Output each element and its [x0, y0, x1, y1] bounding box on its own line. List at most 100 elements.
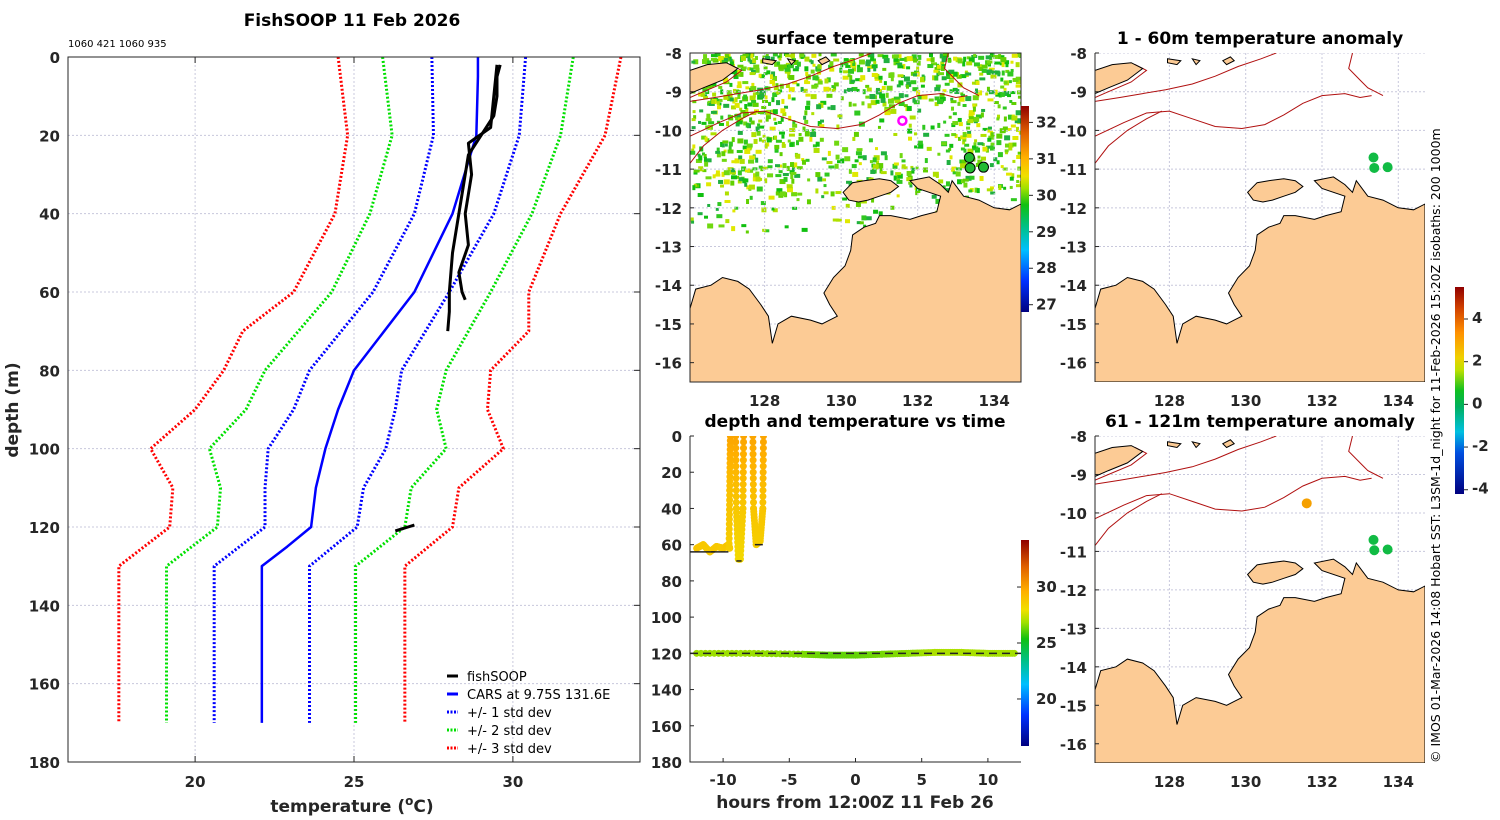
- sst-pixel: [934, 96, 940, 101]
- sst-pixel: [826, 77, 831, 83]
- sst-pixel: [1010, 124, 1016, 128]
- sst-pixel: [810, 69, 815, 74]
- sst-pixel: [916, 60, 921, 66]
- sst-pixel: [978, 67, 984, 72]
- track-point: [739, 504, 747, 512]
- land-polygon: [1191, 58, 1201, 66]
- sst-pixel: [957, 136, 961, 141]
- sst-pixel: [826, 93, 833, 98]
- sst-pixel: [723, 103, 730, 108]
- sst-pixel: [993, 54, 1000, 59]
- sst-pixel: [791, 166, 795, 171]
- sst-pixel: [787, 64, 794, 69]
- sst-pixel: [723, 170, 730, 176]
- sst-pixel: [952, 171, 958, 175]
- land-polygon: [1167, 441, 1182, 449]
- sst-pixel: [716, 152, 721, 158]
- sst-pixel: [811, 53, 817, 58]
- sst-pixel: [705, 176, 712, 180]
- sst-pixel: [796, 140, 800, 146]
- sst-pixel: [893, 132, 898, 136]
- sst-pixel: [988, 67, 995, 71]
- sst-pixel: [976, 123, 981, 128]
- sst-pixel: [1002, 167, 1008, 171]
- sst-pixel: [994, 89, 998, 95]
- sst-pixel: [836, 124, 840, 130]
- lat-tick-label: -15: [1060, 697, 1087, 715]
- sst-pixel: [944, 82, 950, 86]
- sst-pixel: [989, 186, 994, 190]
- sst-pixel: [767, 173, 774, 178]
- sst-pixel: [894, 98, 901, 104]
- sst-pixel: [732, 88, 736, 93]
- sst-pixel: [789, 128, 796, 133]
- sst-pixel: [879, 118, 885, 123]
- sst-pixel: [1001, 70, 1005, 76]
- sst-pixel: [770, 56, 775, 62]
- sst-pixel: [714, 53, 721, 58]
- sst-pixel: [948, 115, 952, 119]
- legend-label: CARS at 9.75S 131.6E: [467, 688, 610, 703]
- sst-pixel: [869, 160, 873, 164]
- sst-pixel: [702, 59, 709, 65]
- sst-pixel: [957, 101, 961, 106]
- sst-pixel: [830, 105, 836, 111]
- sst-pixel: [817, 176, 823, 182]
- track-point: [732, 444, 740, 452]
- anomaly-point: [1369, 162, 1380, 173]
- sst-pixel: [790, 162, 795, 168]
- sst-pixel: [731, 137, 735, 143]
- sst-pixel: [974, 187, 978, 193]
- observation-dot: [963, 152, 975, 164]
- isobath-line: [690, 53, 872, 102]
- sst-pixel: [940, 65, 945, 71]
- track-point: [725, 539, 733, 547]
- track-point: [749, 474, 757, 482]
- sst-pixel: [792, 68, 799, 72]
- sst-pixel: [840, 62, 844, 68]
- sst-pixel: [781, 141, 785, 147]
- sst-pixel: [847, 87, 854, 92]
- sst-pixel: [790, 171, 797, 175]
- sst-pixel: [767, 165, 773, 169]
- sst-pixel: [773, 87, 779, 91]
- sst-pixel: [1016, 155, 1021, 160]
- track-point: [749, 468, 757, 476]
- sst-pixel: [1008, 142, 1014, 148]
- sst-pixel: [742, 81, 749, 85]
- sst-pixel: [915, 166, 919, 170]
- sst-pixel: [715, 207, 719, 211]
- series-line--3-std-dev: [403, 57, 623, 723]
- sst-pixel: [727, 149, 734, 154]
- sst-pixel: [816, 104, 822, 110]
- profile-ylabel: depth (m): [3, 362, 23, 457]
- track-point: [740, 438, 748, 446]
- sst-pixel: [1007, 114, 1012, 120]
- sst-pixel: [854, 110, 861, 116]
- sst-pixel: [898, 101, 905, 106]
- sst-pixel: [715, 150, 721, 154]
- sst-pixel: [934, 75, 939, 81]
- colorbar-tick-label: 30: [1036, 578, 1057, 596]
- land-polygon: [1095, 62, 1144, 95]
- sst-pixel: [821, 157, 827, 161]
- isobath-line: [1095, 493, 1163, 546]
- sst-pixel: [786, 187, 793, 193]
- sst-pixel: [693, 171, 698, 175]
- sst-pixel: [704, 136, 708, 142]
- sst-pixel: [890, 108, 897, 114]
- sst-pixel: [729, 58, 733, 62]
- sst-pixel: [852, 103, 857, 107]
- isobath-line: [690, 110, 758, 164]
- sst-pixel: [873, 61, 877, 65]
- sst-pixel: [804, 56, 810, 62]
- sst-pixel: [989, 145, 995, 151]
- sst-pixel: [906, 170, 912, 176]
- sst-pixel: [798, 136, 804, 142]
- land-polygon: [690, 176, 1021, 382]
- sst-pixel: [911, 54, 917, 59]
- sst-pixel: [776, 188, 783, 194]
- sst-pixel: [705, 125, 709, 130]
- sst-pixel: [852, 171, 859, 177]
- sst-pixel: [833, 58, 840, 62]
